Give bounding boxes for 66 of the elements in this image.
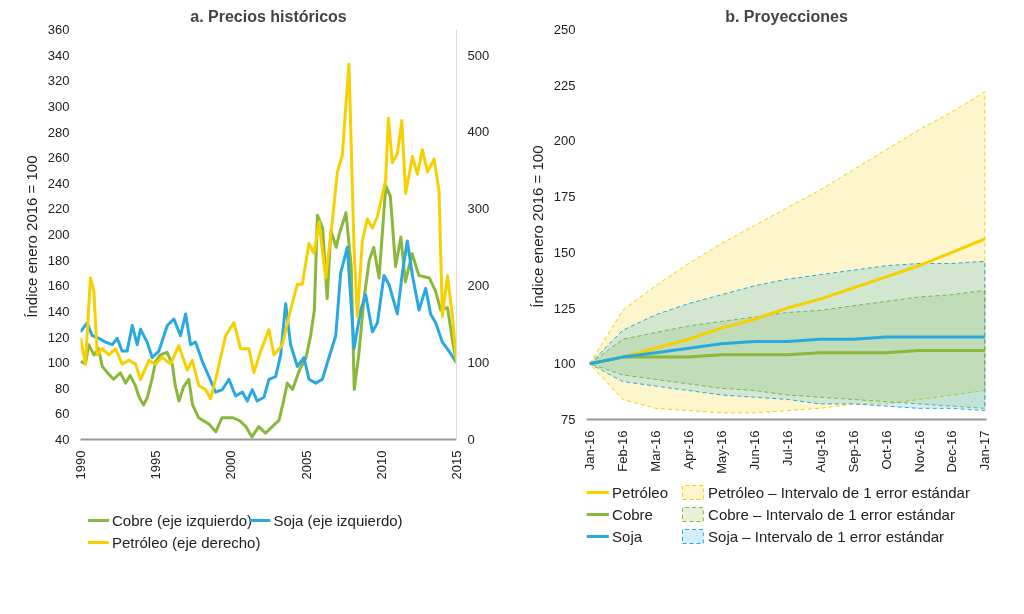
y-tick-label: 160	[47, 278, 70, 294]
x-tick-label: May-16	[713, 430, 729, 474]
y-tick-label: 200	[553, 133, 576, 149]
y-tick-label: 60	[55, 406, 70, 422]
y-tick-label: 340	[47, 47, 70, 63]
y-tick-label: 225	[553, 77, 576, 93]
x-tick-label: Jul-16	[779, 430, 795, 466]
y-tick-label: 260	[47, 150, 70, 166]
y-tick-label: 120	[47, 329, 70, 345]
x-tick-label: 2000	[223, 450, 239, 480]
x-tick-label: 2005	[298, 450, 314, 480]
x-tick-label: Jan-16	[582, 430, 598, 471]
x-tick-label: Jan-17	[977, 430, 993, 471]
y-tick-label: 75	[561, 412, 576, 427]
legend-label: Petróleo – Intervalo de 1 error estándar	[708, 484, 970, 501]
y2-tick-label: 0	[467, 432, 475, 447]
y-tick-label: 100	[553, 356, 576, 372]
legend-label: Cobre (eje izquierdo)	[112, 512, 253, 529]
y-tick-label: 200	[47, 227, 70, 242]
y-tick-label: 360	[47, 22, 70, 37]
x-tick-label: 2010	[373, 450, 389, 480]
y-tick-label: 180	[47, 252, 70, 268]
y-tick-label: 40	[55, 432, 70, 447]
legend-label: Soja	[612, 528, 643, 545]
x-tick-label: Feb-16	[615, 430, 631, 472]
legend-label: Cobre	[612, 506, 653, 523]
x-tick-label: Apr-16	[681, 430, 697, 470]
x-tick-label: Sep-16	[845, 430, 861, 473]
y-tick-label: 140	[47, 303, 70, 319]
x-tick-label: Aug-16	[812, 430, 828, 473]
y-tick-label: 300	[47, 98, 70, 114]
legend-label: Cobre – Intervalo de 1 error estándar	[708, 506, 955, 523]
y2-tick-label: 200	[467, 278, 490, 294]
line-series	[588, 335, 987, 366]
y2-tick-label: 300	[467, 201, 490, 217]
y-tick-label: 125	[553, 300, 576, 316]
y-tick-label: 150	[553, 244, 576, 260]
x-tick-label: Nov-16	[911, 430, 927, 473]
line-series	[80, 62, 457, 401]
y-tick-label: 80	[55, 380, 70, 396]
y2-tick-label: 100	[467, 355, 490, 371]
x-tick-label: Mar-16	[648, 430, 664, 472]
y-tick-label: 220	[47, 201, 70, 217]
legend-label: Petróleo (eje derecho)	[112, 534, 261, 551]
y-tick-label: 250	[553, 22, 576, 37]
legend-label: Soja (eje izquierdo)	[273, 512, 403, 529]
y-tick-label: 100	[47, 355, 70, 371]
x-tick-label: Jun-16	[746, 430, 762, 471]
x-tick-label: 1990	[73, 450, 88, 480]
x-tick-label: Oct-16	[878, 430, 894, 470]
chart-title: b. Proyecciones	[725, 7, 848, 25]
y-tick-label: 280	[47, 124, 70, 140]
legend-label: Soja – Intervalo de 1 error estándar	[708, 528, 945, 545]
y-tick-label: 240	[47, 175, 70, 191]
line-series	[80, 239, 457, 403]
x-tick-label: Dec-16	[944, 430, 960, 473]
y-tick-label: 175	[553, 189, 576, 205]
y-tick-label: 320	[47, 73, 70, 89]
x-tick-label: 1995	[148, 450, 164, 480]
y2-tick-label: 500	[467, 47, 490, 63]
y-axis-title: Índice enero 2016 = 100	[528, 145, 546, 308]
legend-label: Petróleo	[612, 484, 668, 501]
y-axis-title: Índice enero 2016 = 100	[22, 155, 40, 318]
x-tick-label: 2015	[449, 450, 464, 480]
chart-title: a. Precios históricos	[190, 7, 347, 25]
y2-tick-label: 400	[467, 124, 490, 140]
